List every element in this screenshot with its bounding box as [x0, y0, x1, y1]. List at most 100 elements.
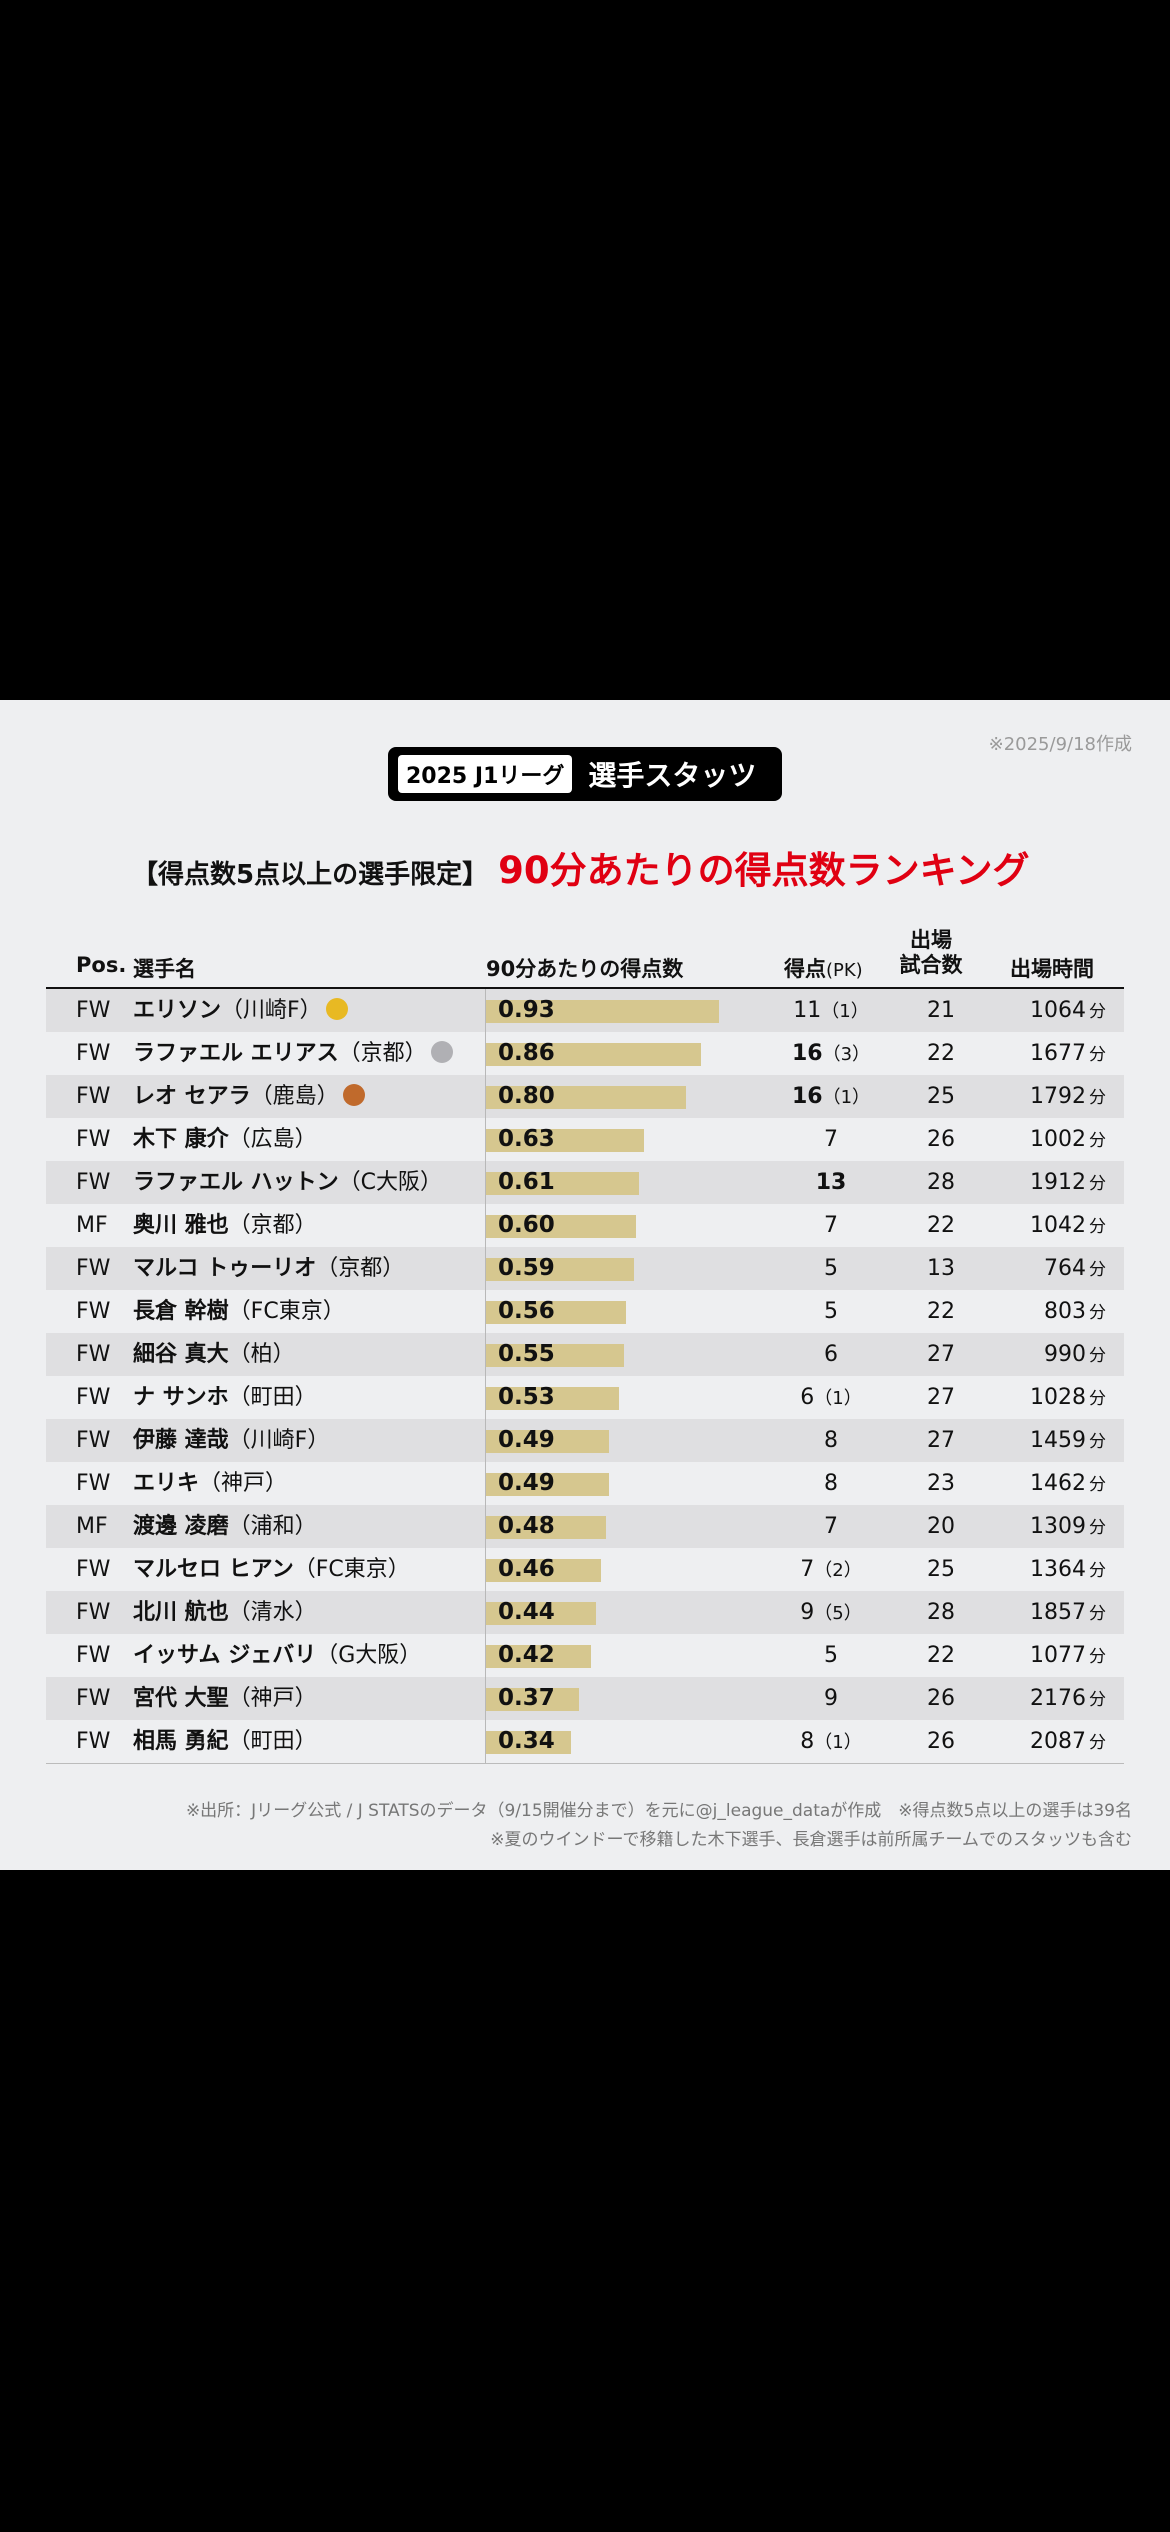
pk-value: （1） — [821, 1001, 869, 1022]
player-name: 相馬 勇紀 — [133, 1729, 229, 1754]
player-position: FW — [76, 1557, 111, 1582]
per90-value-label: 0.37 — [498, 1685, 555, 1711]
player-name-cell: エリソン（川崎F） — [133, 989, 348, 1032]
player-name: 北川 航也 — [133, 1600, 229, 1625]
appearances-value: 28 — [927, 1170, 955, 1195]
appearances-value: 20 — [927, 1514, 955, 1539]
player-name: レオ セアラ — [133, 1084, 251, 1109]
minutes-cell: 1077 分 — [1006, 1634, 1106, 1677]
player-name-cell: 伊藤 達哉（川崎F） — [133, 1419, 329, 1462]
minutes-value: 2087 — [1030, 1729, 1086, 1754]
goals-cell: 7 — [786, 1505, 876, 1548]
player-name-cell: イッサム ジェバリ（G大阪） — [133, 1634, 421, 1677]
player-team: （町田） — [228, 1729, 317, 1754]
goals-cell: 5 — [786, 1290, 876, 1333]
minutes-value: 1002 — [1030, 1127, 1086, 1152]
player-position: FW — [76, 1686, 111, 1711]
player-position: FW — [76, 1342, 111, 1367]
minutes-unit: 分 — [1089, 1303, 1106, 1323]
minutes-value: 1792 — [1030, 1084, 1086, 1109]
player-name: 伊藤 達哉 — [133, 1428, 229, 1453]
footnote-source: ※出所：Jリーグ公式 / J STATSのデータ（9/15開催分まで）を元に@j… — [185, 1801, 1132, 1821]
table-row: FW レオ セアラ（鹿島） 0.80 16（1） 25 1792 分 — [46, 1075, 1124, 1118]
per90-bar — [486, 1387, 619, 1410]
appearances-value: 23 — [927, 1471, 955, 1496]
per90-bar — [486, 1129, 644, 1152]
per90-value-label: 0.46 — [498, 1556, 555, 1582]
goals-value: 9 — [800, 1600, 815, 1625]
minutes-unit: 分 — [1089, 1604, 1106, 1624]
minutes-cell: 990 分 — [1006, 1333, 1106, 1376]
player-name-cell: 細谷 真大（柏） — [133, 1333, 295, 1376]
minutes-unit: 分 — [1089, 1561, 1106, 1581]
player-team: （FC東京） — [293, 1557, 410, 1582]
per90-value-label: 0.80 — [498, 1083, 555, 1109]
minutes-cell: 1028 分 — [1006, 1376, 1106, 1419]
player-team: （川崎F） — [221, 998, 322, 1023]
per90-bar — [486, 1645, 591, 1668]
minutes-cell: 1064 分 — [1006, 989, 1106, 1032]
minutes-unit: 分 — [1089, 1174, 1106, 1194]
title-main: 選手スタッツ — [588, 759, 757, 792]
minutes-unit: 分 — [1089, 1217, 1106, 1237]
player-name: 木下 康介 — [133, 1127, 229, 1152]
minutes-value: 1364 — [1030, 1557, 1086, 1582]
player-name: 長倉 幹樹 — [133, 1299, 229, 1324]
header-pos: Pos. — [76, 953, 127, 977]
player-position: FW — [76, 1385, 111, 1410]
minutes-cell: 1677 分 — [1006, 1032, 1106, 1075]
minutes-unit: 分 — [1089, 1389, 1106, 1409]
table-row: FW ナ サンホ（町田） 0.53 6（1） 27 1028 分 — [46, 1376, 1124, 1419]
player-position: FW — [76, 1041, 111, 1066]
player-team: （C大阪） — [338, 1170, 443, 1195]
goals-value: 9 — [824, 1686, 838, 1711]
minutes-unit: 分 — [1089, 1131, 1106, 1151]
appearances-value: 27 — [927, 1428, 955, 1453]
goals-value: 8 — [824, 1428, 838, 1453]
player-position: FW — [76, 1471, 111, 1496]
minutes-value: 1462 — [1030, 1471, 1086, 1496]
subtitle: 【得点数5点以上の選手限定】 90分あたりの得点数ランキング — [132, 840, 1029, 894]
appearances-value: 27 — [927, 1342, 955, 1367]
appearances-value: 22 — [927, 1041, 955, 1066]
per90-bar — [486, 1301, 626, 1324]
player-team: （神戸） — [228, 1686, 317, 1711]
player-position: FW — [76, 1084, 111, 1109]
bronze-medal-icon — [342, 1084, 365, 1106]
goals-value: 8 — [800, 1729, 815, 1754]
created-date-note: ※2025/9/18作成 — [988, 734, 1132, 755]
goals-value: 11 — [793, 998, 822, 1023]
minutes-value: 1459 — [1030, 1428, 1086, 1453]
pk-value: （1） — [814, 1388, 862, 1409]
gold-medal-icon — [325, 998, 348, 1020]
minutes-cell: 1857 分 — [1006, 1591, 1106, 1634]
player-team: （清水） — [228, 1600, 317, 1625]
table-row: FW ラファエル エリアス（京都） 0.86 16（3） 22 1677 分 — [46, 1032, 1124, 1075]
player-team: （G大阪） — [316, 1643, 422, 1668]
per90-value-label: 0.56 — [498, 1298, 555, 1324]
table-row: FW 相馬 勇紀（町田） 0.34 8（1） 26 2087 分 — [46, 1720, 1124, 1763]
table-row: FW 伊藤 達哉（川崎F） 0.49 8 27 1459 分 — [46, 1419, 1124, 1462]
player-position: FW — [76, 1643, 111, 1668]
per90-bar — [486, 1430, 609, 1453]
minutes-unit: 分 — [1089, 1045, 1106, 1065]
table-row: MF 奥川 雅也（京都） 0.60 7 22 1042 分 — [46, 1204, 1124, 1247]
minutes-unit: 分 — [1089, 1647, 1106, 1667]
per90-bar — [486, 1086, 686, 1109]
per90-bar — [486, 1172, 639, 1195]
player-position: FW — [76, 1299, 111, 1324]
table-row: FW エリソン（川崎F） 0.93 11（1） 21 1064 分 — [46, 989, 1124, 1032]
goals-cell: 5 — [786, 1634, 876, 1677]
subtitle-main: 90分あたりの得点数ランキング — [498, 849, 1030, 892]
player-position: FW — [76, 998, 111, 1023]
player-name: ナ サンホ — [133, 1385, 229, 1410]
pk-value: （1） — [822, 1087, 871, 1108]
silver-medal-icon — [430, 1041, 453, 1063]
player-team: （FC東京） — [228, 1299, 345, 1324]
appearances-value: 13 — [927, 1256, 955, 1281]
goals-cell: 13 — [786, 1161, 876, 1204]
goals-value: 6 — [824, 1342, 838, 1367]
player-name-cell: 奥川 雅也（京都） — [133, 1204, 317, 1247]
player-name: イッサム ジェバリ — [133, 1643, 317, 1668]
table-row: FW ラファエル ハットン（C大阪） 0.61 13 28 1912 分 — [46, 1161, 1124, 1204]
